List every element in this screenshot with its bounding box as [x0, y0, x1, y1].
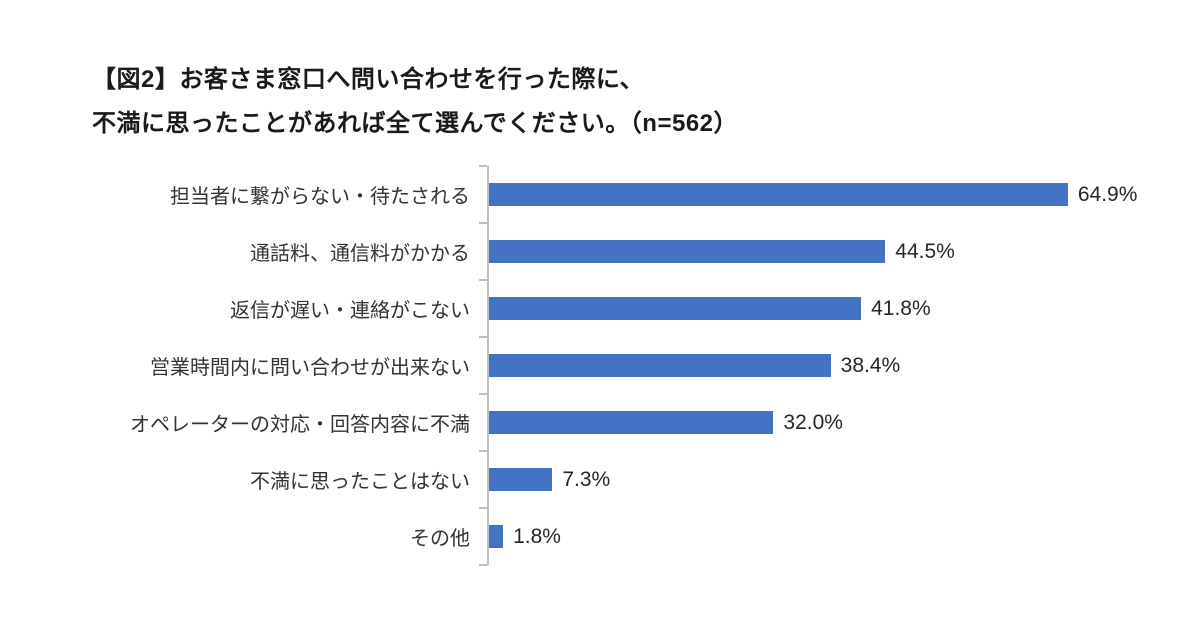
bar-chart: 担当者に繋がらない・待たされる 64.9% 通話料、通信料がかかる 44.5% 返信が遅…	[0, 165, 1200, 566]
value-label: 41.8%	[871, 296, 931, 320]
bar	[487, 525, 504, 548]
bar-chart-row: 返信が遅い・連絡がこない 41.8%	[0, 280, 1200, 337]
axis-tick-mark	[479, 393, 487, 395]
category-label: 担当者に繋がらない・待たされる	[170, 186, 470, 208]
axis-tick-mark	[479, 222, 487, 224]
axis-tick-mark	[479, 450, 487, 452]
category-label: オペレーターの対応・回答内容に不満	[130, 414, 470, 436]
y-axis-line	[487, 166, 489, 565]
category-label: 通話料、通信料がかかる	[250, 243, 470, 265]
category-label: 営業時間内に問い合わせが出来ない	[150, 357, 470, 379]
value-label: 38.4%	[840, 353, 901, 377]
axis-tick-mark	[479, 279, 487, 281]
axis-tick-mark	[479, 507, 487, 509]
bar-chart-row: 担当者に繋がらない・待たされる 64.9%	[0, 166, 1200, 223]
bar	[487, 297, 862, 320]
value-label: 1.8%	[513, 524, 561, 548]
axis-tick-mark	[479, 564, 487, 566]
category-label: その他	[410, 528, 470, 550]
bar-chart-rows: 担当者に繋がらない・待たされる 64.9% 通話料、通信料がかかる 44.5% 返信が遅…	[0, 166, 1200, 565]
chart-title: 【図2】お客さま窓口へ問い合わせを行った際に、 不満に思ったことがあれば全て選ん…	[0, 0, 1200, 146]
chart-title-line1: 【図2】お客さま窓口へ問い合わせを行った際に、	[92, 66, 645, 93]
bar-track: 64.9%	[487, 166, 1200, 223]
bar-track: 32.0%	[487, 394, 1200, 451]
value-label: 44.5%	[895, 239, 955, 263]
bar-track: 7.3%	[487, 451, 1200, 508]
bar-chart-row: 不満に思ったことはない 7.3%	[0, 451, 1200, 508]
bar-track: 1.8%	[487, 508, 1200, 565]
bar	[487, 240, 886, 263]
bar-chart-row: 営業時間内に問い合わせが出来ない 38.4%	[0, 337, 1200, 394]
bar-chart-row: その他 1.8%	[0, 508, 1200, 565]
axis-tick-mark	[479, 336, 487, 338]
bar	[487, 468, 553, 491]
bar-track: 38.4%	[487, 337, 1200, 394]
axis-tick-mark	[479, 165, 487, 167]
value-label: 64.9%	[1077, 182, 1138, 206]
bar-track: 44.5%	[487, 223, 1200, 280]
bar	[487, 411, 774, 434]
value-label: 7.3%	[562, 467, 611, 491]
bar-chart-row: オペレーターの対応・回答内容に不満 32.0%	[0, 394, 1200, 451]
bar-track: 41.8%	[487, 280, 1200, 337]
bar	[487, 183, 1068, 206]
category-label: 返信が遅い・連絡がこない	[230, 300, 470, 322]
bar	[487, 354, 831, 377]
value-label: 32.0%	[783, 410, 843, 434]
chart-title-line2: 不満に思ったことがあれば全て選んでください。（n=562）	[92, 110, 739, 137]
bar-chart-row: 通話料、通信料がかかる 44.5%	[0, 223, 1200, 280]
category-label: 不満に思ったことはない	[250, 471, 470, 493]
